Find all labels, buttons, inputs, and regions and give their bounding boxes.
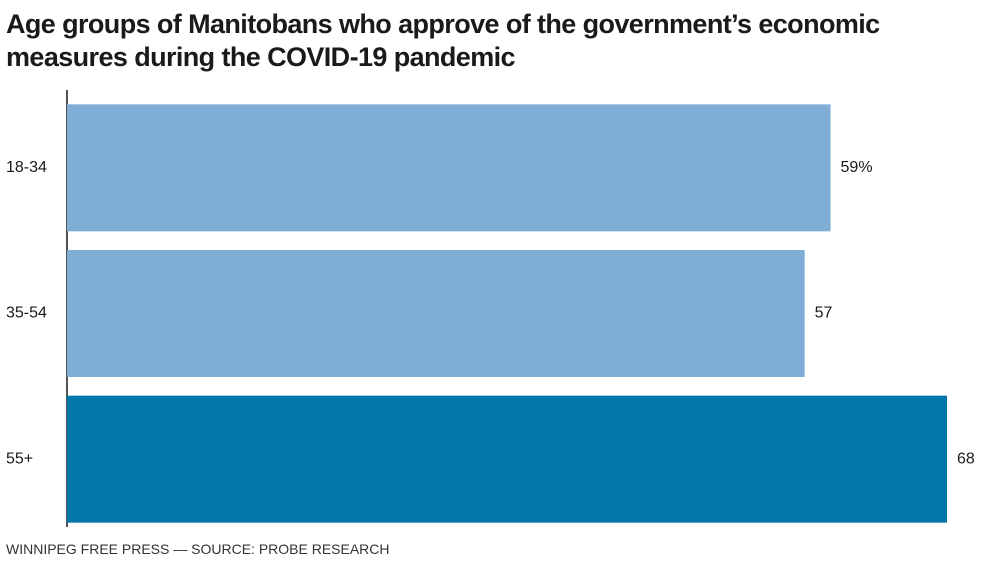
category-label: 18-34 bbox=[6, 159, 47, 176]
chart-title: Age groups of Manitobans who approve of … bbox=[6, 9, 880, 72]
category-label: 35-54 bbox=[6, 305, 47, 322]
bars-group: 18-34 59% 35-54 57 55+ 68 bbox=[6, 104, 975, 523]
value-label: 59% bbox=[841, 159, 873, 176]
value-label: 68 bbox=[957, 450, 975, 467]
source-credit: WINNIPEG FREE PRESS — SOURCE: PROBE RESE… bbox=[6, 541, 390, 557]
category-label: 55+ bbox=[6, 450, 33, 467]
bar-18-34 bbox=[67, 104, 831, 232]
bar-55+ bbox=[67, 395, 947, 523]
value-label: 57 bbox=[815, 305, 833, 322]
bar-35-54 bbox=[67, 250, 805, 377]
